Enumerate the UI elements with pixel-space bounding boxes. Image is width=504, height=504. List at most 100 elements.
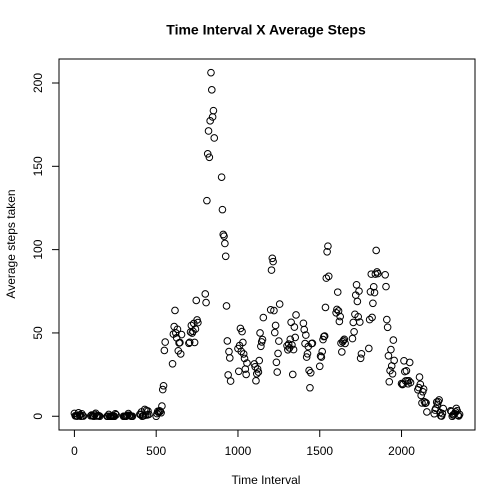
point [405, 376, 413, 385]
point [273, 368, 282, 376]
point [111, 409, 120, 418]
point [160, 346, 169, 355]
point [194, 318, 202, 327]
point [221, 239, 229, 248]
point [389, 336, 398, 344]
point [341, 339, 349, 348]
point [286, 335, 295, 344]
point [156, 407, 165, 416]
point [356, 318, 364, 326]
point [369, 299, 377, 308]
point [370, 288, 379, 297]
chart-title: Time Interval X Average Steps [166, 22, 366, 38]
point [225, 347, 233, 356]
point [177, 330, 186, 339]
point [288, 370, 297, 379]
point [287, 318, 295, 327]
point [423, 408, 431, 416]
point [353, 297, 362, 306]
point [274, 349, 282, 358]
y-axis-label: Average steps taken [4, 189, 18, 298]
point [322, 274, 331, 282]
point [306, 383, 314, 392]
y-tick-label: 150 [31, 156, 45, 176]
point [275, 337, 283, 345]
point [185, 339, 193, 348]
x-axis-label: Time Interval [232, 473, 301, 487]
point [356, 354, 365, 363]
point [95, 412, 104, 421]
point [270, 306, 278, 315]
point [300, 325, 309, 334]
point [406, 378, 415, 387]
point [203, 196, 211, 205]
point [400, 356, 408, 365]
point [240, 354, 249, 363]
point [289, 345, 298, 354]
point [201, 290, 210, 298]
x-tick-label: 2000 [388, 444, 415, 458]
point [374, 269, 382, 278]
point [203, 150, 212, 158]
point [145, 410, 153, 419]
point [318, 347, 327, 356]
y-tick-label: 100 [31, 239, 45, 259]
point [390, 356, 398, 365]
point [350, 327, 358, 336]
point [288, 341, 296, 349]
point [302, 331, 310, 339]
point [253, 365, 262, 373]
point [284, 340, 293, 348]
point [321, 303, 330, 312]
point [217, 173, 226, 181]
point [205, 153, 214, 162]
point [306, 368, 315, 377]
point [382, 282, 390, 291]
point [455, 410, 464, 419]
point [405, 358, 414, 367]
point [430, 409, 439, 418]
point [385, 377, 394, 386]
point [388, 369, 397, 378]
point [209, 106, 218, 115]
point [191, 325, 200, 333]
point [158, 385, 167, 394]
point [237, 347, 246, 356]
point [270, 328, 279, 337]
point [439, 404, 448, 413]
point [268, 254, 277, 263]
point [308, 339, 317, 348]
point [243, 359, 251, 367]
x-tick-label: 1000 [225, 444, 252, 458]
y-tick-label: 0 [31, 413, 45, 420]
point [266, 305, 275, 314]
point [226, 377, 235, 385]
point [334, 307, 343, 315]
point [357, 349, 366, 358]
point [210, 134, 219, 142]
point [252, 376, 260, 385]
point [352, 280, 361, 289]
point [128, 412, 137, 421]
point [333, 288, 342, 296]
point [368, 313, 376, 322]
point [365, 315, 374, 324]
point [161, 338, 169, 346]
point [258, 335, 267, 344]
point [204, 127, 213, 135]
point [272, 358, 281, 367]
point [242, 370, 250, 379]
point [158, 402, 166, 410]
point [381, 270, 389, 279]
point [365, 344, 373, 353]
point [284, 345, 292, 354]
point [275, 300, 284, 308]
point [239, 338, 247, 347]
point [383, 315, 391, 324]
point [269, 257, 277, 266]
point [369, 282, 378, 291]
x-tick-label: 1500 [306, 444, 333, 458]
point [190, 338, 199, 347]
point [79, 412, 88, 420]
point [435, 396, 443, 404]
